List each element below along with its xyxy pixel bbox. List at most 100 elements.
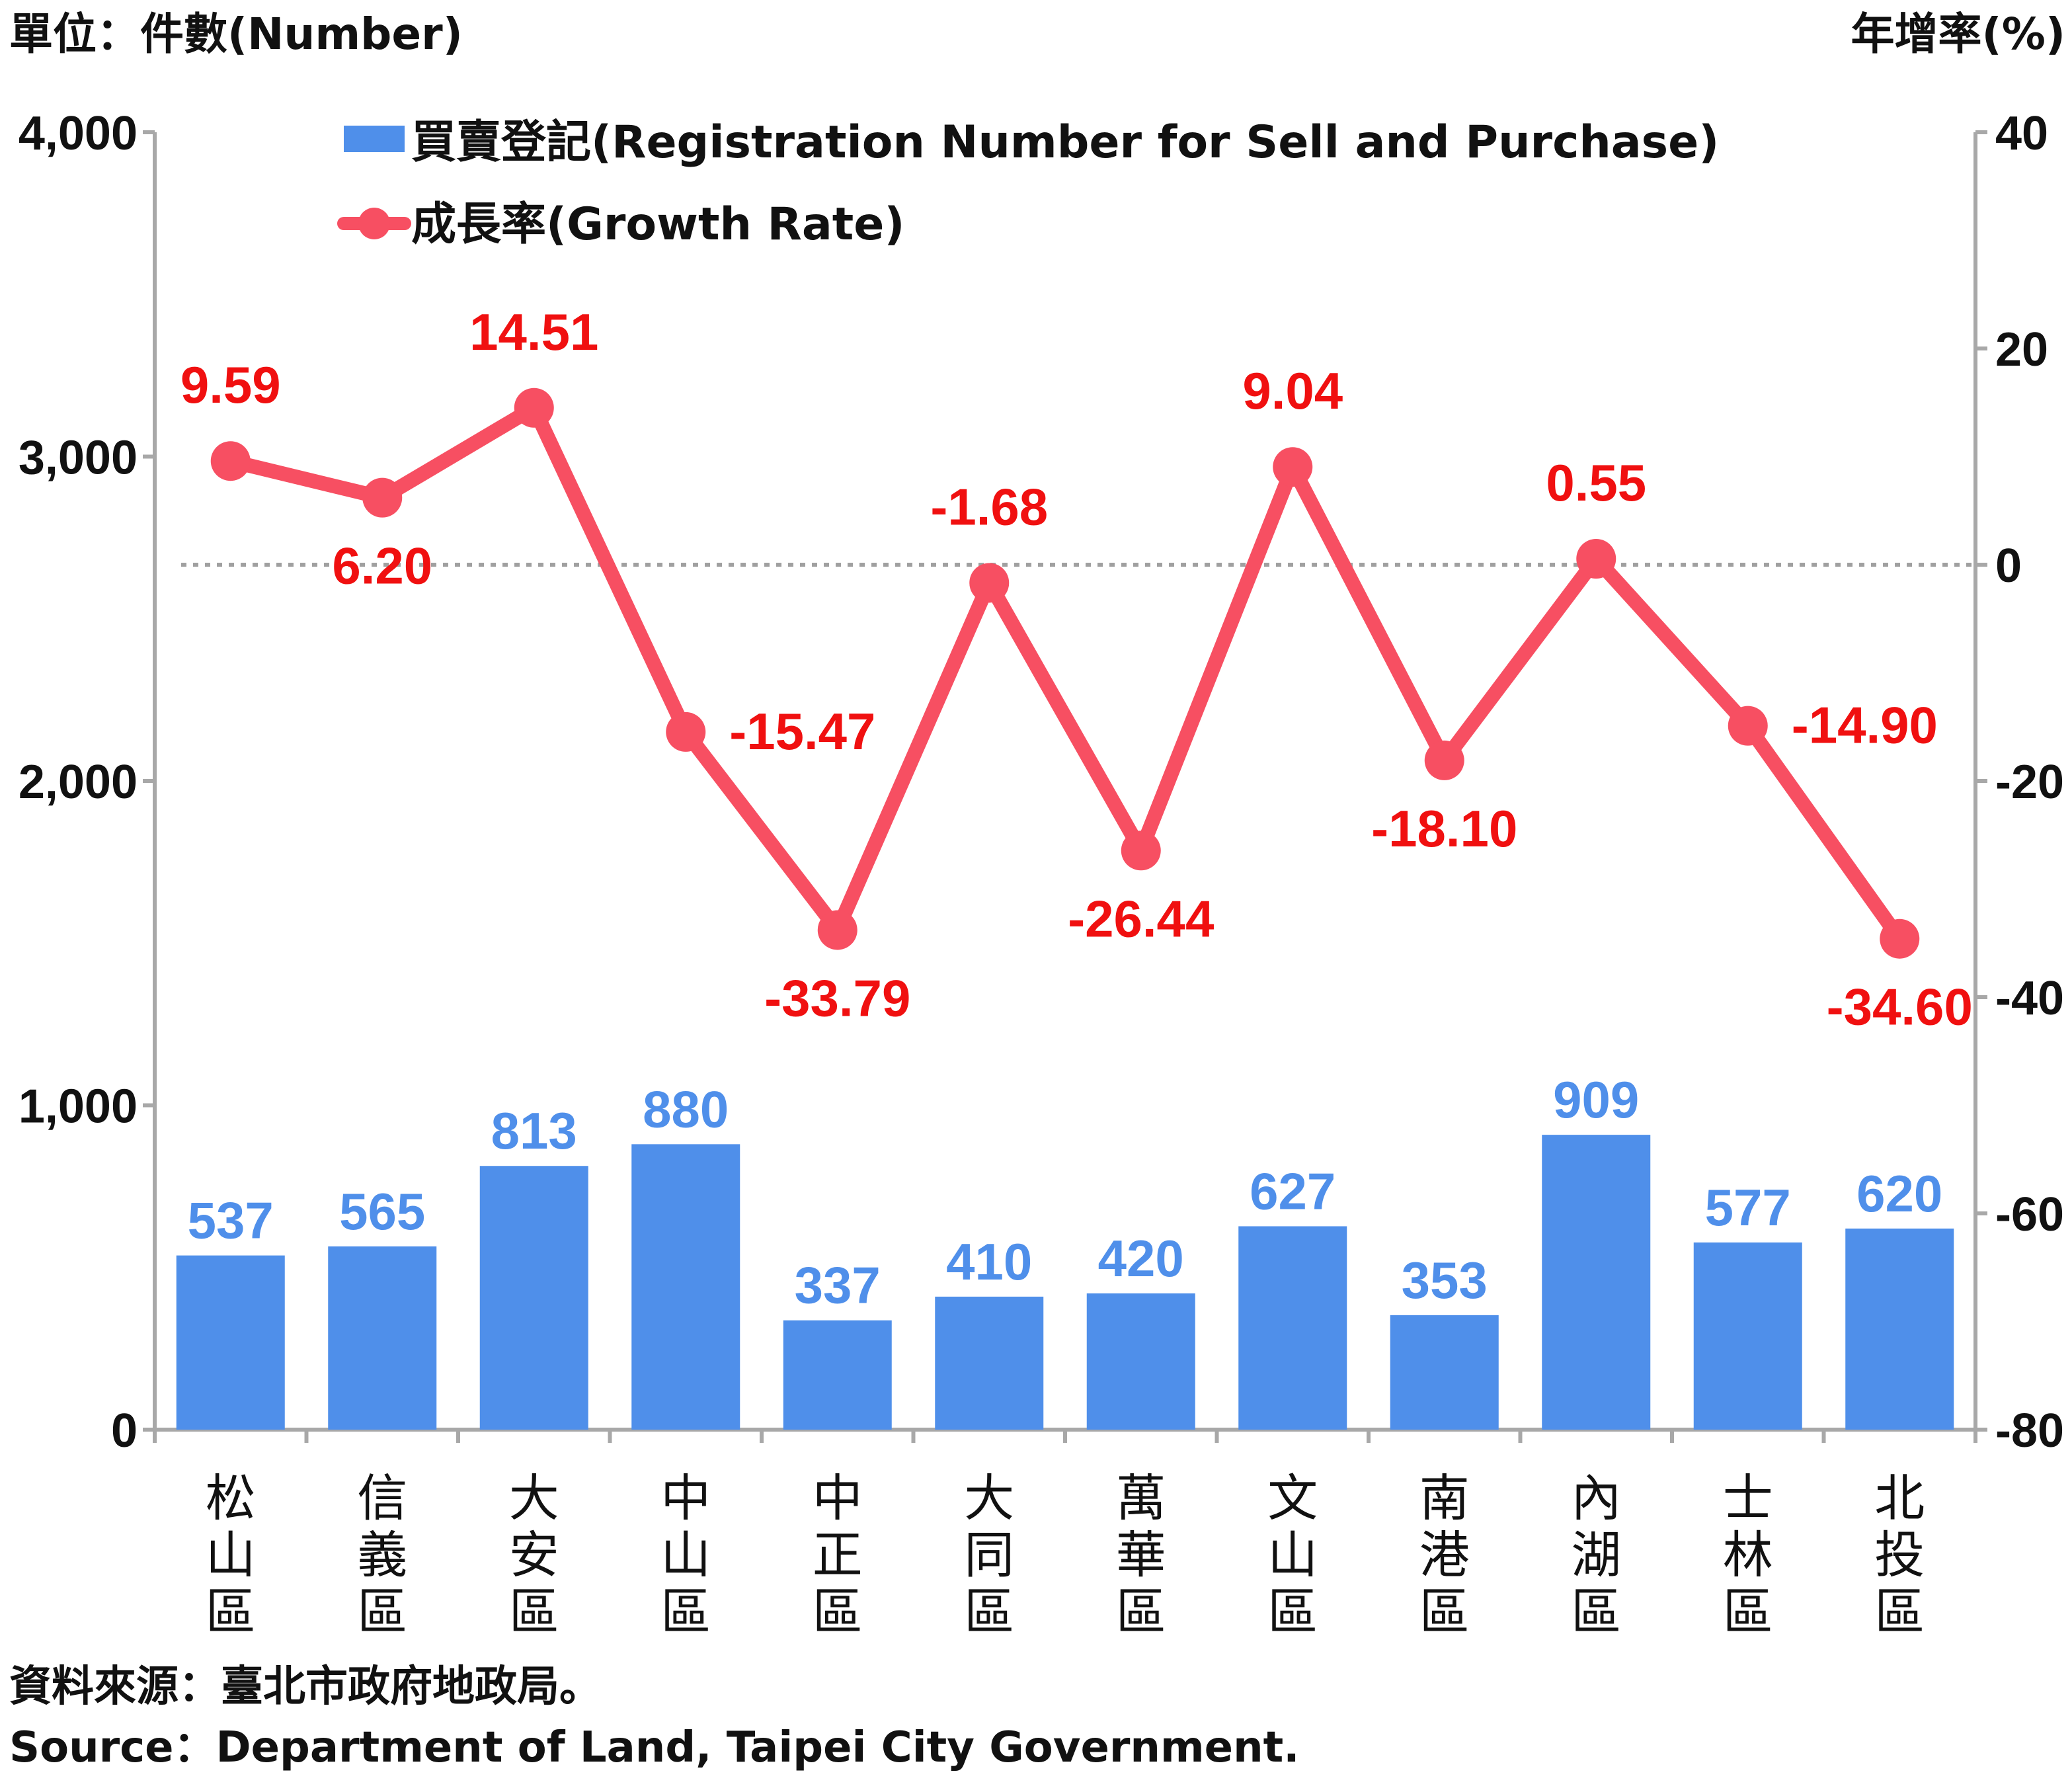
category-label-char: 區 (1874, 1582, 1925, 1641)
left-y-tick-label: 4,000 (19, 107, 138, 160)
right-y-tick-label: -20 (1995, 756, 2064, 809)
right-y-tick-label: -60 (1995, 1188, 2064, 1241)
bar-value-label: 627 (1250, 1162, 1335, 1220)
left-y-tick-label: 1,000 (19, 1080, 138, 1133)
category-label-char: 區 (357, 1582, 407, 1641)
category-label-char: 區 (813, 1582, 863, 1641)
category-label-char: 大 (964, 1469, 1014, 1527)
category-label-char: 港 (1419, 1526, 1470, 1584)
chart-legend: 買賣登記(Registration Number for Sell and Pu… (337, 116, 1719, 251)
growth-rate-point (362, 477, 403, 518)
growth-rate-point (514, 387, 554, 428)
growth-rate-value-label: 6.20 (332, 537, 432, 595)
right-axis-unit: 年增率(%) (1851, 9, 2065, 60)
category-label-char: 萬 (1116, 1469, 1166, 1527)
legend-bar-swatch (344, 126, 405, 152)
category-label-char: 北 (1874, 1469, 1925, 1527)
bar (1845, 1228, 1954, 1430)
growth-rate-value-label: -33.79 (764, 969, 910, 1027)
growth-rate-point (666, 712, 706, 752)
category-label-char: 區 (1571, 1582, 1621, 1641)
growth-rate-series (210, 387, 1920, 959)
growth-rate-value-label: -18.10 (1371, 799, 1517, 858)
growth-rate-value-label: 0.55 (1546, 454, 1646, 512)
right-y-tick-label: 20 (1995, 323, 2048, 376)
growth-rate-point (1728, 706, 1768, 746)
category-label-char: 山 (660, 1526, 711, 1584)
category-label-char: 區 (660, 1582, 711, 1641)
bar-value-label: 880 (643, 1080, 729, 1138)
legend-line-label: 成長率(Growth Rate) (411, 198, 905, 251)
category-label-char: 華 (1116, 1526, 1166, 1584)
left-y-tick-label: 3,000 (19, 432, 138, 485)
bar (1238, 1226, 1347, 1430)
category-label-char: 區 (1419, 1582, 1470, 1641)
bar-value-label: 620 (1856, 1164, 1942, 1223)
category-label-char: 南 (1419, 1469, 1470, 1527)
category-label-char: 同 (964, 1526, 1014, 1584)
source-en: Source：Department of Land, Taipei City G… (9, 1723, 1300, 1772)
right-y-tick-label: 40 (1995, 107, 2048, 160)
right-y-tick-label: -80 (1995, 1405, 2064, 1457)
category-label-char: 林 (1723, 1526, 1773, 1584)
growth-rate-point (1121, 831, 1161, 871)
growth-rate-value-label: -1.68 (930, 477, 1048, 536)
axes: 0 1,000 2,000 3,000 4,000 -80 -60 -40 -20 0 20 40 (19, 107, 2064, 1457)
category-label-char: 區 (1723, 1582, 1773, 1641)
growth-rate-point (210, 441, 251, 481)
growth-rate-value-label: -15.47 (729, 702, 875, 760)
growth-rate-line (223, 400, 1907, 946)
category-label-char: 湖 (1571, 1526, 1621, 1584)
legend-line-marker (358, 208, 390, 239)
category-label-char: 區 (206, 1582, 256, 1641)
bar-value-label: 577 (1705, 1178, 1791, 1237)
bar (1390, 1315, 1499, 1430)
category-label-char: 區 (509, 1582, 559, 1641)
bar (176, 1255, 285, 1430)
growth-rate-value-label: 14.51 (469, 303, 598, 361)
category-label-char: 山 (206, 1526, 256, 1584)
category-label-char: 內 (1571, 1469, 1621, 1527)
right-y-tick-label: 0 (1995, 540, 2022, 592)
bar (328, 1246, 437, 1430)
category-label-char: 區 (964, 1582, 1014, 1641)
bar-value-label: 337 (795, 1256, 881, 1315)
category-label-char: 信 (357, 1469, 407, 1527)
left-y-tick-label: 0 (111, 1405, 138, 1457)
category-label-char: 文 (1267, 1469, 1318, 1527)
category-label-char: 中 (660, 1469, 711, 1527)
bar-value-label: 909 (1553, 1071, 1639, 1129)
data-labels: 537 565 813 880 337 410 420 627 353 909 577 620 9.59… (180, 303, 1973, 1315)
growth-rate-point (1424, 740, 1464, 780)
growth-rate-value-label: 9.59 (180, 356, 281, 414)
category-label-char: 區 (1267, 1582, 1318, 1641)
growth-rate-value-label: -34.60 (1827, 978, 1973, 1036)
category-label-char: 義 (357, 1526, 407, 1584)
growth-rate-point (1273, 447, 1313, 487)
category-label-char: 士 (1723, 1469, 1773, 1527)
bar-value-label: 410 (946, 1233, 1032, 1291)
growth-rate-point (1880, 918, 1920, 959)
bar-value-label: 813 (491, 1102, 577, 1160)
bar (1542, 1135, 1651, 1430)
bar-series (176, 1135, 1954, 1430)
bar (1086, 1293, 1195, 1430)
source-zh: 資料來源：臺北市政府地政局。 (9, 1662, 602, 1711)
bar (479, 1166, 588, 1430)
growth-rate-value-label: 9.04 (1242, 362, 1343, 420)
bar-value-label: 420 (1098, 1229, 1184, 1287)
category-label-char: 安 (509, 1526, 559, 1584)
growth-rate-value-label: -26.44 (1068, 889, 1214, 948)
bar (783, 1320, 892, 1430)
growth-rate-point (817, 910, 857, 950)
legend-bar-label: 買賣登記(Registration Number for Sell and Pu… (411, 116, 1719, 169)
bar-value-label: 353 (1402, 1251, 1488, 1309)
growth-rate-value-label: -14.90 (1792, 696, 1938, 754)
growth-rate-point (1576, 539, 1616, 579)
category-label-char: 山 (1267, 1526, 1318, 1584)
growth-rate-point (969, 563, 1010, 603)
left-y-tick-label: 2,000 (19, 756, 138, 809)
bar-value-label: 565 (339, 1182, 425, 1241)
